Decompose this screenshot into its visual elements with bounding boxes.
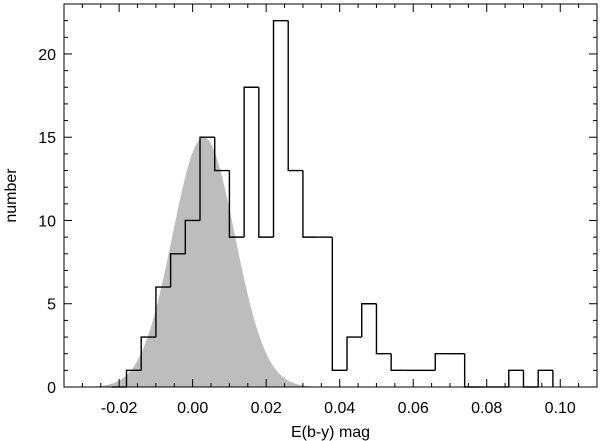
- x-tick-label: 0.10: [545, 400, 576, 417]
- x-tick-label: 0.04: [324, 400, 355, 417]
- histogram-bin: [258, 87, 274, 238]
- y-tick-label: 20: [38, 47, 56, 64]
- x-tick-label: 0.08: [471, 400, 502, 417]
- x-tick-label: 0.02: [251, 400, 282, 417]
- histogram-bin: [169, 253, 186, 288]
- histogram-bin: [302, 170, 318, 238]
- y-tick-label: 5: [47, 297, 56, 314]
- x-axis-label: E(b-y) mag: [291, 424, 370, 441]
- plot-frame: [63, 3, 598, 388]
- x-tick-label: -0.02: [101, 400, 138, 417]
- histogram-bin: [463, 353, 480, 388]
- gaussian-fit-layer: [82, 137, 322, 387]
- histogram-bin: [184, 219, 201, 254]
- y-tick-label: 15: [38, 130, 56, 147]
- histogram-bin: [390, 353, 406, 372]
- histogram-bin: [140, 336, 156, 371]
- histogram-bin: [214, 137, 230, 172]
- histogram-bin: [434, 353, 450, 371]
- x-tick-label: 0.06: [398, 400, 429, 417]
- histogram-bin: [331, 237, 348, 372]
- histogram-bin: [346, 336, 362, 371]
- histogram-bin: [243, 86, 259, 238]
- histogram-bin: [125, 369, 142, 387]
- histogram-bin: [361, 303, 377, 338]
- histogram-bin: [508, 369, 524, 387]
- y-tick-label: 0: [47, 380, 56, 397]
- y-tick-label: 10: [38, 213, 56, 230]
- x-tick-label: 0.00: [177, 400, 208, 417]
- y-axis-label: number: [3, 168, 20, 223]
- histogram-bin: [155, 286, 171, 338]
- histogram-bin: [272, 19, 289, 238]
- histogram-bin: [287, 20, 303, 172]
- histogram-bin: [199, 136, 215, 221]
- histogram-bin: [522, 370, 539, 388]
- histogram-bin: [375, 303, 392, 355]
- histogram-bin: [228, 170, 245, 238]
- histogram-bin: [537, 369, 553, 387]
- axis-ticks: [64, 4, 598, 388]
- gaussian-fit-area: [82, 137, 322, 387]
- tick-labels: -0.02 0.00 0.02 0.04 0.06 0.08 0.10 0 5 10 15 20: [38, 47, 576, 417]
